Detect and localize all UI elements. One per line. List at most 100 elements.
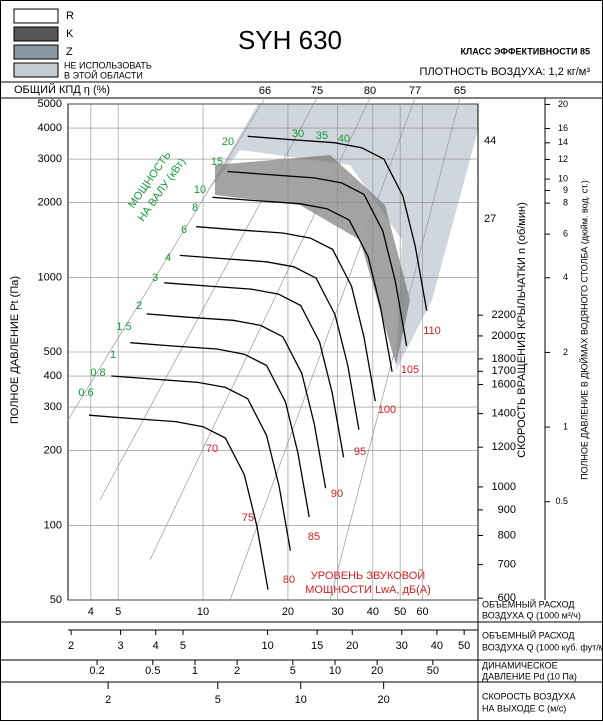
power-label: 20 bbox=[222, 136, 234, 148]
fan-curve bbox=[88, 414, 269, 590]
scale-title: ОБЪЕМНЫЙ РАСХОД bbox=[482, 629, 574, 640]
efficiency-ray bbox=[329, 97, 461, 601]
scale-tick-label: 20 bbox=[371, 665, 383, 677]
power-label: 6 bbox=[181, 224, 187, 236]
x-tick-label: 20 bbox=[282, 606, 294, 618]
speed-axis-title: СКОРОСТЬ ВРАЩЕНИЯ КРЫЛЬЧАТКИ n (об/мин) bbox=[516, 202, 528, 458]
chart-title: SYH 630 bbox=[238, 25, 342, 55]
legend-label: В ЭТОЙ ОБЛАСТИ bbox=[64, 69, 143, 80]
scale-tick-label: 1 bbox=[192, 665, 198, 677]
legend-label: K bbox=[66, 28, 74, 40]
y-tick-label: 2000 bbox=[38, 197, 62, 209]
scale-tick-label: 50 bbox=[427, 665, 439, 677]
legend-label: Z bbox=[66, 46, 73, 58]
efficiency-label: 75 bbox=[311, 85, 323, 97]
power-label: 0.6 bbox=[78, 387, 93, 399]
scale-tick-label: 50 bbox=[458, 640, 470, 652]
power-label: 2 bbox=[136, 300, 142, 312]
z-region bbox=[205, 104, 478, 370]
speed-tick-label: 2000 bbox=[492, 330, 516, 342]
y-tick-label: 50 bbox=[50, 594, 62, 606]
scale-tick-label: 40 bbox=[431, 640, 443, 652]
x-tick-label: 5 bbox=[115, 606, 121, 618]
legend-swatch bbox=[13, 8, 59, 24]
power-label: 1 bbox=[110, 349, 116, 361]
power-label: 15 bbox=[211, 156, 223, 168]
scale-tick-label: 2 bbox=[234, 665, 240, 677]
fan-curve bbox=[179, 254, 360, 430]
efficiency-ray bbox=[149, 97, 371, 561]
scale-title: СКОРОСТЬ ВОЗДУХА bbox=[482, 691, 576, 701]
scale-tick-label: 10 bbox=[262, 640, 274, 652]
sound-label: 105 bbox=[401, 364, 419, 376]
efficiency-class: КЛАСС ЭФФЕКТИВНОСТИ 85 bbox=[460, 46, 590, 56]
inch-tick-label: 14 bbox=[558, 137, 568, 147]
fan-curve bbox=[196, 226, 376, 402]
inch-tick-label: 6 bbox=[563, 228, 568, 238]
inch-axis-title: ПОЛНОЕ ДАВЛЕНИЕ В ДЮЙМАХ ВОДЯНОГО СТОЛБА… bbox=[578, 180, 589, 480]
legend-label: R bbox=[66, 10, 74, 22]
scale-tick-label: 4 bbox=[153, 640, 159, 652]
inch-tick-label: 20 bbox=[558, 99, 568, 109]
fan-curve bbox=[164, 282, 345, 458]
y-tick-label: 100 bbox=[44, 519, 62, 531]
inch-tick-label: 16 bbox=[558, 123, 568, 133]
fan-curve bbox=[130, 342, 310, 518]
inch-tick-label: 9 bbox=[563, 185, 568, 195]
scale-tick-label: 5 bbox=[180, 640, 186, 652]
inch-tick-label: 0.5 bbox=[555, 496, 568, 506]
y-tick-label: 1000 bbox=[38, 271, 62, 283]
inch-tick-label: 1 bbox=[563, 421, 568, 431]
power-label: 0.8 bbox=[90, 367, 105, 379]
sound-title: МОЩНОСТИ LwA, дБ(А) bbox=[305, 584, 431, 596]
scale-tick-label: 20 bbox=[378, 694, 390, 706]
fan-curve bbox=[111, 375, 292, 551]
fan-curve bbox=[212, 196, 393, 372]
scale-tick-label: 20 bbox=[346, 640, 358, 652]
legend-swatch bbox=[13, 44, 59, 60]
sound-title: УРОВЕНЬ ЗВУКОВОЙ bbox=[311, 569, 425, 582]
fan-curve bbox=[146, 313, 327, 489]
inch-tick-label: 2 bbox=[563, 347, 568, 357]
fan-curve bbox=[227, 170, 408, 347]
inch-tick-label: 12 bbox=[558, 154, 568, 164]
y-tick-label: 4000 bbox=[38, 122, 62, 134]
speed-tick-label: 900 bbox=[498, 504, 516, 516]
scale-title: ВОЗДУХА Q (1000 куб. фут/мин) bbox=[482, 642, 603, 652]
scale-tick-label: 2 bbox=[68, 640, 74, 652]
y-tick-label: 400 bbox=[44, 370, 62, 382]
scale-tick-label: 30 bbox=[396, 640, 408, 652]
legend-swatch bbox=[13, 26, 59, 42]
y-tick-label: 500 bbox=[44, 346, 62, 358]
sound-label: 110 bbox=[423, 325, 441, 337]
efficiency-ray bbox=[99, 97, 318, 501]
sound-label: 100 bbox=[378, 404, 396, 416]
density: ПЛОТНОСТЬ ВОЗДУХА: 1,2 кг/м³ bbox=[420, 66, 591, 78]
power-label: 1.5 bbox=[116, 321, 131, 333]
power-label: 40 bbox=[338, 133, 350, 145]
sound-label: 70 bbox=[206, 443, 218, 455]
speed-tick-label: 1200 bbox=[492, 441, 516, 453]
legend-swatch bbox=[13, 62, 59, 78]
inch-tick-label: 10 bbox=[558, 173, 568, 183]
scale-tick-label: 3 bbox=[118, 640, 124, 652]
scale-title: ДАВЛЕНИЕ Pd (10 Па) bbox=[482, 671, 577, 681]
scale-tick-label: 2 bbox=[105, 694, 111, 706]
k-region bbox=[215, 155, 410, 365]
speed-tick-label: 700 bbox=[498, 559, 516, 571]
curve-end-label: 44 bbox=[484, 135, 496, 147]
x-tick-label: 60 bbox=[416, 606, 428, 618]
scale-tick-label: 15 bbox=[311, 640, 323, 652]
inch-tick-label: 4 bbox=[563, 272, 568, 282]
y-tick-label: 300 bbox=[44, 401, 62, 413]
x-tick-label: 10 bbox=[197, 606, 209, 618]
efficiency-label: 66 bbox=[259, 85, 271, 97]
efficiency-ray bbox=[229, 97, 416, 601]
y-tick-label: 3000 bbox=[38, 153, 62, 165]
speed-tick-label: 1800 bbox=[492, 353, 516, 365]
speed-tick-label: 1600 bbox=[492, 378, 516, 390]
sound-label: 75 bbox=[242, 512, 254, 524]
power-label: 10 bbox=[194, 184, 206, 196]
speed-tick-label: 600 bbox=[498, 592, 516, 604]
